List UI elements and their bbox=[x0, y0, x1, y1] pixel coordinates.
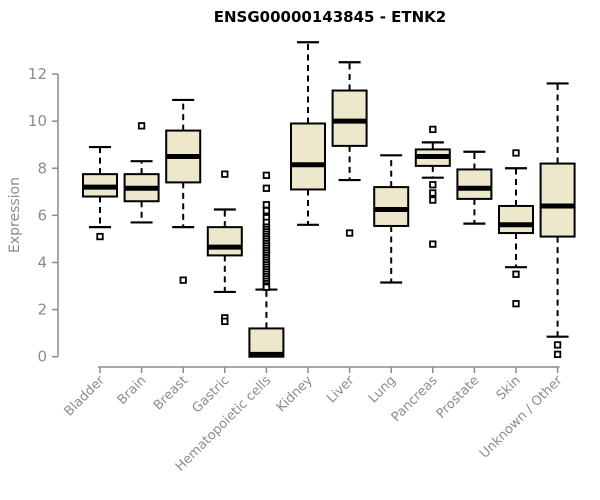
outlier-point bbox=[429, 196, 437, 204]
outlier-point bbox=[553, 341, 562, 349]
x-tick-label-prostate: Prostate bbox=[434, 373, 482, 421]
iqr-box bbox=[456, 168, 493, 200]
x-tick-label-breast: Breast bbox=[151, 373, 191, 413]
outlier-point bbox=[96, 232, 104, 241]
outlier-point bbox=[262, 201, 271, 209]
box-group-unknown-other bbox=[539, 82, 576, 358]
x-tick-label-liver: Liver bbox=[324, 373, 358, 407]
box-group-skin bbox=[498, 149, 534, 308]
outlier-point bbox=[429, 125, 437, 134]
outlier-point bbox=[262, 283, 271, 291]
box-group-kidney bbox=[290, 41, 326, 226]
outlier-point bbox=[262, 207, 271, 215]
outlier-point bbox=[512, 270, 520, 278]
outlier-point bbox=[221, 170, 229, 178]
box-group-gastric bbox=[206, 170, 243, 326]
y-tick-label: 10 bbox=[28, 112, 47, 130]
box-group-lung bbox=[373, 154, 410, 284]
y-tick-label: 2 bbox=[37, 301, 47, 319]
outlier-point bbox=[429, 240, 437, 248]
outlier-point bbox=[512, 149, 520, 157]
y-tick-label: 12 bbox=[28, 65, 47, 83]
outlier-point bbox=[345, 229, 354, 237]
y-axis: 0 2 4 6 8 10 12 bbox=[28, 65, 59, 366]
box-group-pancreas bbox=[414, 125, 451, 248]
outlier-point bbox=[429, 181, 437, 189]
iqr-box bbox=[206, 226, 243, 257]
outlier-point bbox=[221, 317, 229, 326]
iqr-box bbox=[498, 204, 534, 235]
outlier-point bbox=[137, 122, 146, 130]
box-group-brain bbox=[123, 122, 160, 224]
outlier-point bbox=[262, 171, 271, 179]
outlier-point bbox=[262, 184, 271, 192]
outlier-point bbox=[512, 300, 520, 308]
box-group-liver bbox=[331, 61, 368, 237]
chart-title: ENSG00000143845 - ETNK2 bbox=[213, 8, 447, 26]
box-group-prostate bbox=[456, 150, 493, 225]
y-tick-label: 6 bbox=[37, 206, 47, 224]
x-tick-label-brain: Brain bbox=[115, 373, 150, 408]
iqr-box bbox=[373, 186, 410, 227]
x-tick-label-kidney: Kidney bbox=[274, 373, 316, 415]
y-tick-label: 4 bbox=[37, 253, 47, 271]
x-tick-label-skin: Skin bbox=[494, 373, 524, 403]
box-group-hematopoietic-cells bbox=[248, 171, 285, 358]
x-tick-label-bladder: Bladder bbox=[62, 373, 109, 420]
outlier-point bbox=[429, 189, 437, 197]
iqr-box bbox=[331, 89, 368, 147]
box-group-breast bbox=[165, 98, 202, 284]
y-tick-label: 0 bbox=[37, 348, 47, 366]
iqr-box bbox=[539, 162, 576, 238]
box-group-bladder bbox=[82, 145, 118, 241]
outlier-point bbox=[179, 276, 187, 284]
y-tick-label: 8 bbox=[37, 159, 47, 177]
x-tick-label-lung: Lung bbox=[366, 373, 399, 406]
iqr-box bbox=[290, 122, 326, 191]
x-tick-label-pancreas: Pancreas bbox=[389, 373, 441, 425]
outlier-point bbox=[553, 350, 562, 358]
